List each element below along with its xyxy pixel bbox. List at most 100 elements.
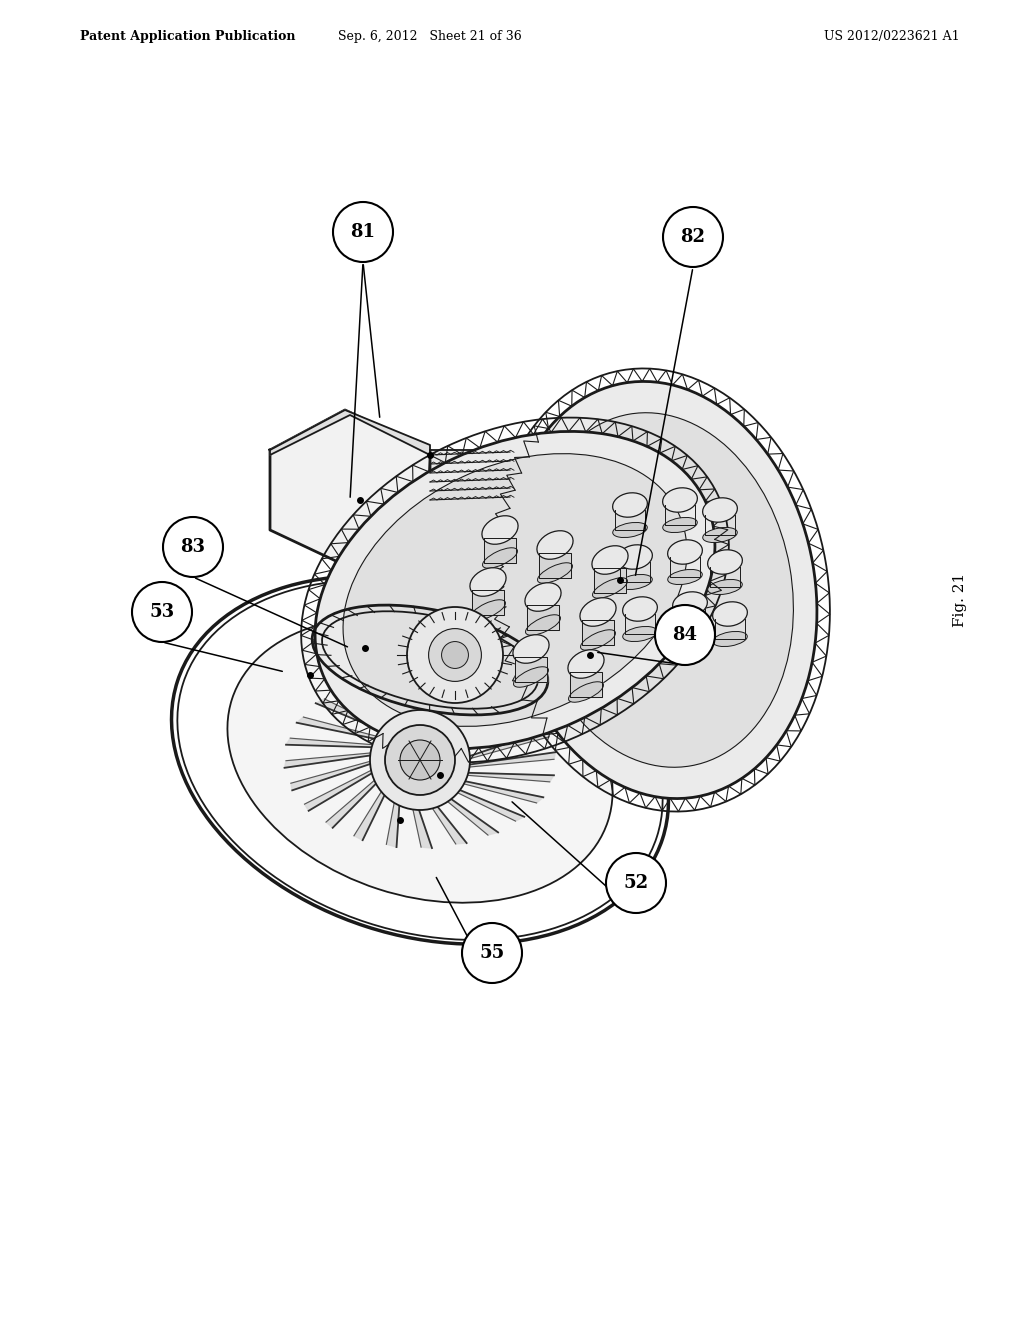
Polygon shape bbox=[286, 738, 389, 747]
Ellipse shape bbox=[617, 545, 652, 569]
Polygon shape bbox=[354, 776, 393, 840]
Ellipse shape bbox=[713, 631, 748, 647]
Polygon shape bbox=[430, 450, 510, 531]
Text: US 2012/0223621 A1: US 2012/0223621 A1 bbox=[824, 30, 961, 44]
Polygon shape bbox=[570, 672, 602, 697]
Circle shape bbox=[606, 853, 666, 913]
Ellipse shape bbox=[482, 548, 517, 568]
Ellipse shape bbox=[580, 598, 616, 626]
Ellipse shape bbox=[227, 618, 612, 903]
Text: 84: 84 bbox=[673, 626, 697, 644]
Circle shape bbox=[400, 741, 440, 780]
Ellipse shape bbox=[537, 531, 573, 560]
Polygon shape bbox=[460, 642, 492, 667]
Text: Patent Application Publication: Patent Application Publication bbox=[80, 30, 296, 44]
Text: 53: 53 bbox=[150, 603, 174, 620]
Polygon shape bbox=[285, 751, 384, 768]
Polygon shape bbox=[297, 717, 395, 743]
Ellipse shape bbox=[668, 540, 702, 564]
Ellipse shape bbox=[593, 578, 628, 598]
Polygon shape bbox=[484, 539, 516, 564]
Circle shape bbox=[429, 628, 481, 681]
Polygon shape bbox=[315, 698, 403, 739]
Polygon shape bbox=[427, 784, 498, 836]
Circle shape bbox=[462, 923, 522, 983]
Polygon shape bbox=[458, 730, 549, 762]
Ellipse shape bbox=[673, 622, 708, 636]
Text: 83: 83 bbox=[180, 539, 206, 556]
Ellipse shape bbox=[315, 432, 715, 748]
Circle shape bbox=[407, 607, 503, 704]
Circle shape bbox=[655, 605, 715, 665]
Polygon shape bbox=[408, 783, 432, 847]
Ellipse shape bbox=[702, 528, 737, 543]
Polygon shape bbox=[457, 709, 536, 755]
Polygon shape bbox=[436, 781, 524, 821]
Ellipse shape bbox=[713, 602, 748, 626]
Polygon shape bbox=[408, 672, 433, 737]
Circle shape bbox=[663, 207, 723, 267]
Polygon shape bbox=[582, 620, 614, 645]
Polygon shape bbox=[594, 568, 626, 593]
Ellipse shape bbox=[668, 569, 702, 585]
Ellipse shape bbox=[568, 681, 603, 702]
Ellipse shape bbox=[525, 615, 560, 635]
Circle shape bbox=[385, 725, 455, 795]
Polygon shape bbox=[386, 780, 401, 847]
Ellipse shape bbox=[592, 545, 628, 574]
Circle shape bbox=[333, 202, 393, 261]
Ellipse shape bbox=[702, 498, 737, 523]
Ellipse shape bbox=[470, 599, 506, 620]
Text: Fig. 21: Fig. 21 bbox=[953, 573, 967, 627]
Circle shape bbox=[132, 582, 193, 642]
Ellipse shape bbox=[482, 516, 518, 544]
Ellipse shape bbox=[581, 630, 615, 651]
Text: 82: 82 bbox=[681, 228, 706, 246]
Ellipse shape bbox=[343, 454, 687, 726]
Polygon shape bbox=[270, 411, 430, 455]
Ellipse shape bbox=[612, 492, 647, 517]
Polygon shape bbox=[453, 692, 514, 750]
Polygon shape bbox=[456, 752, 555, 768]
Text: 81: 81 bbox=[350, 223, 376, 242]
Polygon shape bbox=[291, 758, 382, 791]
Text: 52: 52 bbox=[624, 874, 648, 892]
Polygon shape bbox=[452, 772, 554, 781]
Ellipse shape bbox=[470, 568, 506, 597]
Ellipse shape bbox=[708, 550, 742, 574]
Ellipse shape bbox=[623, 627, 657, 642]
Ellipse shape bbox=[612, 523, 647, 537]
Ellipse shape bbox=[513, 635, 549, 663]
Polygon shape bbox=[527, 605, 559, 630]
Ellipse shape bbox=[663, 517, 697, 532]
Ellipse shape bbox=[673, 591, 708, 616]
Polygon shape bbox=[472, 590, 504, 615]
Polygon shape bbox=[417, 784, 467, 843]
Polygon shape bbox=[342, 685, 413, 737]
Ellipse shape bbox=[623, 597, 657, 622]
Ellipse shape bbox=[663, 488, 697, 512]
Text: 55: 55 bbox=[479, 944, 505, 962]
Circle shape bbox=[370, 710, 470, 810]
Ellipse shape bbox=[503, 381, 817, 799]
Text: Sep. 6, 2012   Sheet 21 of 36: Sep. 6, 2012 Sheet 21 of 36 bbox=[338, 30, 522, 44]
Ellipse shape bbox=[538, 562, 572, 583]
Polygon shape bbox=[446, 680, 486, 744]
Polygon shape bbox=[270, 411, 430, 570]
Polygon shape bbox=[439, 673, 454, 739]
Ellipse shape bbox=[617, 574, 652, 590]
Polygon shape bbox=[515, 657, 547, 682]
Circle shape bbox=[441, 642, 468, 668]
Ellipse shape bbox=[525, 582, 561, 611]
Ellipse shape bbox=[526, 413, 794, 767]
Ellipse shape bbox=[513, 667, 549, 688]
Circle shape bbox=[163, 517, 223, 577]
Ellipse shape bbox=[568, 649, 604, 678]
Polygon shape bbox=[304, 764, 383, 810]
Polygon shape bbox=[444, 777, 544, 803]
Polygon shape bbox=[374, 676, 423, 735]
Ellipse shape bbox=[458, 620, 494, 648]
Polygon shape bbox=[326, 771, 387, 828]
Ellipse shape bbox=[708, 579, 742, 594]
Polygon shape bbox=[539, 553, 571, 578]
